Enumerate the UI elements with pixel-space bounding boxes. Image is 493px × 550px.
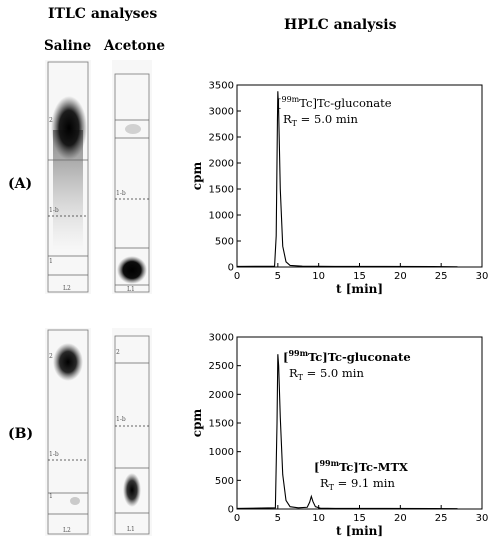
chart-1-y-tick-label: 500: [215, 476, 234, 487]
itlc-strip-a-acetone: 1-b L1: [112, 60, 152, 294]
chart-0-y-axis-title: cpm: [190, 162, 204, 191]
chart-1-y-tick-label: 2500: [209, 361, 234, 372]
acetone-label: Acetone: [104, 38, 165, 54]
chart-1-y-tick-label: 1000: [209, 447, 234, 458]
chart-0-y-tick-label: 1000: [209, 211, 234, 222]
saline-label: Saline: [44, 38, 92, 54]
strip-mark-front: 1-b: [116, 416, 126, 423]
itlc-strip-a-saline: 2 1-b 1 L2: [45, 60, 91, 294]
chart-1-y-tick-label: 1500: [209, 419, 234, 430]
chart-1-x-tick-label: 0: [234, 513, 240, 524]
hplc-chart-b: 0 5 10 15 20 25 30 0 500 1000 1500 2000 2500 3000 t [m…: [190, 333, 489, 539]
row-a-label: (A): [8, 176, 33, 192]
chart-0-y-tick-label: 1500: [209, 185, 234, 196]
hplc-header: HPLC analysis: [284, 17, 397, 33]
chart-1-x-tick-label: 30: [476, 513, 489, 524]
chart-0-x-tick-label: 0: [234, 271, 240, 282]
chart-0-plot-frame: [236, 84, 483, 268]
chart-0-y-tick-label: 0: [228, 263, 234, 274]
itlc-header: ITLC analyses: [48, 6, 158, 22]
strip-mark-l1: L1: [127, 286, 135, 293]
chart-1-x-tick-label: 5: [275, 513, 281, 524]
strip-mark-front: 1-b: [49, 451, 59, 458]
chart-1-retention-label: RT = 5.0 min: [289, 366, 364, 382]
strip-mark-front: 1-b: [49, 207, 59, 214]
itlc-strip-b-acetone: 2 1-b L1: [112, 328, 152, 536]
chart-1-x-tick-label: 10: [312, 513, 325, 524]
chart-0-series-line: [236, 91, 458, 268]
chart-1-retention-label: RT = 9.1 min: [320, 476, 395, 492]
hplc-chart-a: 0 5 10 15 20 25 30 0 500 1000 1500 2000 2500 3000 3500…: [190, 81, 489, 297]
chart-0-x-tick-label: 20: [394, 271, 407, 282]
chart-0-peak-label: [99mTc]Tc-gluconate: [277, 95, 392, 110]
strip-mark-l1: L1: [127, 526, 135, 533]
chart-0-x-tick-label: 30: [476, 271, 489, 282]
chart-0-y-tick-label: 2000: [209, 159, 234, 170]
row-b-label: (B): [8, 426, 34, 442]
chart-1-y-tick-label: 2000: [209, 390, 234, 401]
strip-mark-two: 2: [49, 117, 53, 124]
chart-1-x-axis-title: t [min]: [336, 524, 383, 538]
chart-1-x-tick-label: 15: [353, 513, 366, 524]
strip-mark-l2: L2: [63, 285, 71, 292]
strip-mark-two: 2: [116, 349, 120, 356]
chart-1-peak-label: [99mTc]Tc-gluconate: [283, 348, 411, 364]
chart-1-peak-label: [99mTc]Tc-MTX: [314, 458, 408, 474]
chart-0-y-tick-label: 500: [215, 237, 234, 248]
chart-1-x-tick-label: 20: [394, 513, 407, 524]
chart-1-series-line: [236, 354, 458, 510]
strip-mark-l2: L2: [63, 527, 71, 534]
chart-0-y-tick-label: 3500: [209, 81, 234, 92]
chart-0-y-tick-label: 3000: [209, 107, 234, 118]
chart-1-x-tick-label: 25: [435, 513, 448, 524]
chart-0-x-axis-title: t [min]: [336, 282, 383, 296]
chart-0-x-tick-label: 10: [312, 271, 325, 282]
strip-mark-one: 1: [49, 493, 53, 500]
chart-1-y-tick-label: 3000: [209, 333, 234, 344]
chart-1-y-axis-title: cpm: [190, 409, 204, 438]
strip-mark-one: 1: [49, 258, 53, 265]
chart-0-x-tick-label: 15: [353, 271, 366, 282]
strip-mark-two: 2: [49, 353, 53, 360]
itlc-strip-b-saline: 2 1-b 1 L2: [45, 328, 91, 536]
chart-1-y-tick-label: 0: [228, 505, 234, 516]
chart-0-x-tick-label: 25: [435, 271, 448, 282]
chart-0-y-tick-label: 2500: [209, 133, 234, 144]
chart-0-x-tick-label: 5: [275, 271, 281, 282]
strip-mark-front: 1-b: [116, 190, 126, 197]
chart-0-retention-label: RT = 5.0 min: [283, 112, 358, 128]
